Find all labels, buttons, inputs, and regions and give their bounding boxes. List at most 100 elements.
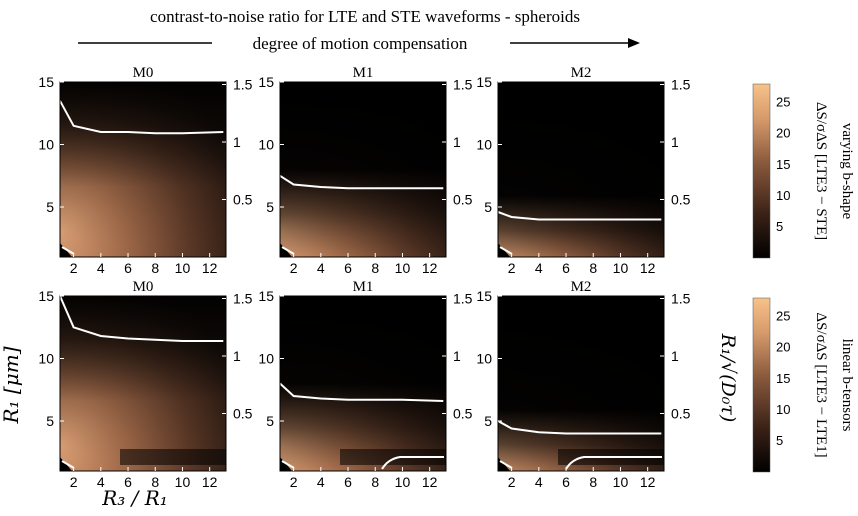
colorbar-row1: 5 10 15 20 25 linear b-tensors ΔS/σΔS [LTE3 − … [752, 297, 855, 473]
contour-line-corner [281, 460, 295, 469]
x-tick-label: 4 [97, 260, 105, 276]
x-tick-label: 8 [589, 474, 597, 490]
x-tick-label: 12 [640, 474, 656, 490]
x-tick-label: 2 [70, 474, 78, 490]
contour-line [59, 100, 224, 135]
contour-line-corner [61, 460, 75, 469]
x-tick-label: 12 [422, 260, 438, 276]
panel-title: M2 [571, 65, 592, 81]
y-tick-label: 5 [484, 413, 492, 429]
panel-frame [59, 81, 227, 258]
y2-tick-label: 0.5 [671, 192, 691, 208]
y2-tick-label: 1.5 [233, 77, 253, 93]
panel-frame [497, 81, 665, 258]
y2-tick-label: 0.5 [453, 192, 473, 208]
heatmap-fade [280, 296, 446, 471]
contour-line [59, 295, 224, 342]
contour-line [279, 382, 444, 402]
x-tick-label: 8 [371, 474, 379, 490]
heatmap-fade [498, 82, 664, 257]
y2-tick-label: 0.5 [233, 406, 253, 422]
y-tick-label: 10 [476, 137, 492, 153]
y-tick-label: 15 [38, 288, 54, 304]
x-tick-label: 4 [317, 260, 325, 276]
colorbar-gradient [753, 298, 770, 472]
arrow-label: degree of motion compensation [253, 34, 468, 53]
y2-tick-label: 1 [453, 134, 461, 150]
x-tick-label: 6 [562, 260, 570, 276]
panel-frame [59, 295, 227, 472]
x-tick-label: 2 [508, 474, 516, 490]
x-tick-label: 10 [175, 260, 191, 276]
y-tick-label: 10 [258, 137, 274, 153]
colorbar-tick-label: 15 [776, 157, 790, 172]
y-tick-label: 15 [38, 74, 54, 90]
x-tick-label: 8 [151, 260, 159, 276]
contour-line-corner [61, 246, 75, 255]
heatmap-panel-m1-row0: M1 2 4 6 8 10 12 5 10 15 0.5 1 1.5 [258, 65, 472, 276]
x-tick-label: 12 [422, 474, 438, 490]
panel-frame [279, 295, 447, 472]
row-label: linear b-tensors [839, 339, 855, 432]
contour-line-low [565, 456, 662, 470]
heatmap-low-band [340, 449, 446, 465]
panel-title: M0 [133, 279, 154, 295]
x-tick-label: 4 [535, 474, 543, 490]
y2-tick-label: 1 [671, 134, 679, 150]
x-tick-label: 8 [371, 260, 379, 276]
x-tick-label: 2 [290, 260, 298, 276]
x-tick-label: 6 [124, 474, 132, 490]
heatmap-fade [60, 82, 226, 257]
x-tick-label: 8 [589, 260, 597, 276]
heatmap-fade [498, 296, 664, 471]
panel-title: M2 [571, 279, 592, 295]
heatmap-panel-m1-row1: M1 2 4 6 8 10 12 5 10 15 0.5 1 1.5 [258, 279, 472, 490]
y-tick-label: 5 [46, 199, 54, 215]
x-tick-label: 4 [317, 474, 325, 490]
contour-line-corner [499, 246, 513, 255]
colorbar-tick-label: 10 [776, 402, 790, 417]
y2-tick-label: 1.5 [233, 291, 253, 307]
contour-line-corner [281, 246, 295, 255]
x-tick-label: 6 [344, 260, 352, 276]
colorbar-frame [752, 297, 771, 473]
colorbar-tick-label: 15 [776, 371, 790, 386]
colorbar-tick-label: 5 [776, 433, 783, 448]
y2-axis-label: R₁/√(D₀τ) [717, 333, 739, 423]
y2-tick-label: 1.5 [671, 77, 691, 93]
y-tick-label: 15 [476, 74, 492, 90]
x-tick-label: 2 [290, 474, 298, 490]
x-tick-label: 10 [175, 474, 191, 490]
y2-tick-label: 0.5 [453, 406, 473, 422]
heatmap-panel-m0-row1: M0 2 4 6 8 10 12 5 10 15 0.5 1 1.5 [38, 279, 252, 490]
x-tick-label: 10 [613, 474, 629, 490]
colorbar-row0: 5 10 15 20 25 varying b-shape ΔS/σΔS [LTE3 − S… [752, 83, 855, 259]
x-tick-label: 12 [640, 260, 656, 276]
colorbar-tick-label: 20 [776, 126, 790, 141]
row-label: varying b-shape [839, 123, 855, 220]
heatmap-panel-m2-row0: M2 2 4 6 8 10 12 5 10 15 0.5 1 1.5 [476, 65, 690, 276]
y-tick-label: 10 [476, 351, 492, 367]
colorbar-tick-label: 25 [776, 95, 790, 110]
x-axis-label: R₃ / R₁ [101, 486, 168, 510]
x-tick-label: 10 [613, 260, 629, 276]
heatmap-panel-m0-row0: M0 2 4 6 8 10 12 5 10 15 0.5 1 1.5 [38, 65, 252, 276]
y-tick-label: 5 [266, 413, 274, 429]
colorbar-label: ΔS/σΔS [LTE3 − LTE1] [813, 312, 829, 457]
x-tick-label: 4 [535, 260, 543, 276]
heatmap-fade [60, 296, 226, 471]
y-tick-label: 10 [258, 351, 274, 367]
colorbar-frame [752, 83, 771, 259]
panel-title: M1 [353, 279, 374, 295]
x-tick-label: 10 [395, 260, 411, 276]
y2-tick-label: 1 [453, 348, 461, 364]
y-tick-label: 15 [476, 288, 492, 304]
colorbar-label: ΔS/σΔS [LTE3 − STE] [813, 102, 829, 240]
colorbar-tick-label: 25 [776, 309, 790, 324]
y-tick-label: 5 [484, 199, 492, 215]
x-tick-label: 2 [508, 260, 516, 276]
colorbar-tick-label: 10 [776, 188, 790, 203]
y-axis-label: R₁ [μm] [0, 346, 23, 424]
contour-line [497, 211, 662, 221]
